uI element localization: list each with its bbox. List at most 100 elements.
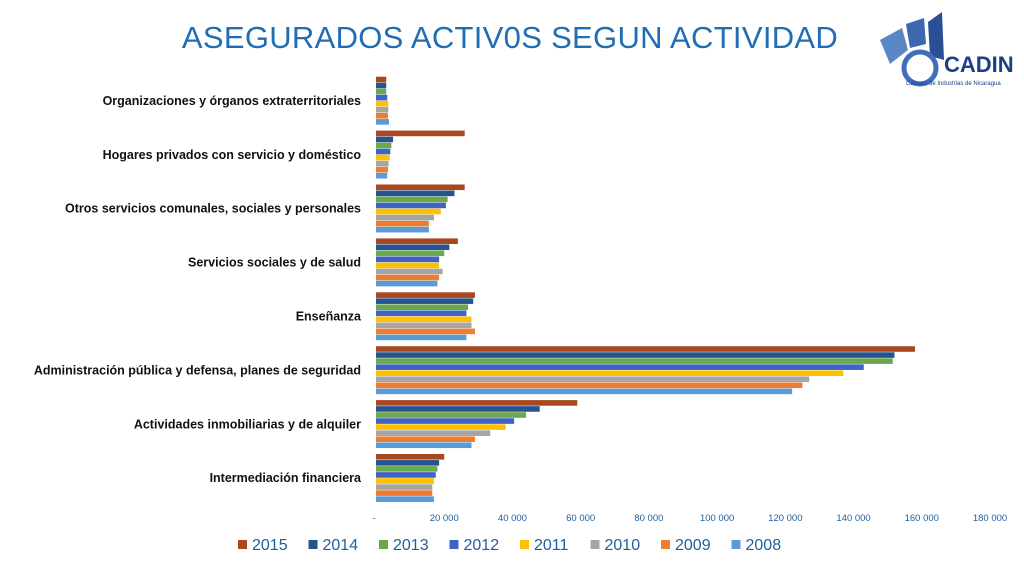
- x-tick-label: 160 000: [905, 513, 939, 524]
- bar: [376, 358, 893, 364]
- x-tick-label: 60 000: [566, 513, 595, 524]
- logo-gear-shape: [880, 28, 908, 64]
- bar: [376, 436, 475, 442]
- x-tick-label: 180 000: [973, 513, 1007, 524]
- chart-title: ASEGURADOS ACTIV0S SEGUN ACTIVIDAD: [181, 20, 839, 55]
- bar: [376, 100, 389, 107]
- legend-label: 2013: [393, 537, 429, 554]
- x-tick-label: 80 000: [634, 513, 663, 524]
- bar: [376, 460, 440, 466]
- bar: [376, 490, 433, 496]
- bar: [376, 352, 895, 358]
- category-label: Enseñanza: [296, 310, 362, 324]
- bar: [376, 382, 803, 389]
- x-tick-label: 100 000: [700, 513, 734, 524]
- cadin-logo: CADIN Cámara de Industrias de Nicaragua: [880, 12, 1014, 87]
- bar: [376, 154, 390, 161]
- bar: [376, 388, 793, 395]
- bar: [376, 256, 440, 263]
- bar: [376, 106, 389, 113]
- bar: [376, 226, 429, 233]
- bar: [376, 76, 387, 83]
- logo-gear-shape: [906, 18, 926, 48]
- bar: [376, 322, 472, 329]
- category-label: Hogares privados con servicio y doméstic…: [103, 148, 362, 162]
- legend-swatch: [379, 540, 388, 549]
- bar: [376, 160, 389, 167]
- logo-gear-circle: [901, 49, 939, 87]
- x-tick-label: 20 000: [430, 513, 459, 524]
- category-label: Servicios sociales y de salud: [188, 256, 361, 270]
- legend-label: 2012: [464, 537, 500, 554]
- bar: [376, 418, 515, 424]
- bar: [376, 148, 391, 155]
- bar: [376, 214, 434, 221]
- bar: [376, 244, 450, 251]
- category-label: Organizaciones y órganos extraterritoria…: [103, 94, 361, 108]
- legend-swatch: [661, 540, 670, 549]
- logo-name: CADIN: [944, 52, 1014, 77]
- bar: [376, 424, 506, 430]
- category-label: Actividades inmobiliarias y de alquiler: [134, 417, 361, 431]
- bar: [376, 238, 458, 244]
- category-label: Administración pública y defensa, planes…: [34, 363, 361, 377]
- bar: [376, 298, 474, 304]
- bar: [376, 119, 389, 125]
- legend-swatch: [238, 540, 247, 549]
- bar: [376, 94, 388, 101]
- bar: [376, 262, 440, 269]
- category-labels: Intermediación financiera Actividades inm…: [34, 94, 362, 485]
- bar: [376, 172, 388, 179]
- bar: [376, 406, 540, 412]
- bar: [376, 334, 467, 341]
- bar: [376, 268, 443, 275]
- bar: [376, 364, 864, 370]
- x-tick-label: 140 000: [836, 513, 870, 524]
- legend-label: 2009: [675, 537, 711, 554]
- legend-label: 2014: [323, 537, 359, 554]
- bar: [376, 316, 472, 323]
- x-tick-label: 40 000: [498, 513, 527, 524]
- bar: [376, 376, 810, 383]
- bar: [376, 142, 392, 149]
- x-tick-label: 120 000: [768, 513, 802, 524]
- bar: [376, 466, 438, 472]
- bar: [376, 472, 436, 478]
- bar: [376, 454, 445, 460]
- bar: [376, 430, 491, 436]
- bar: [376, 412, 527, 418]
- bar: [376, 113, 388, 119]
- bar: [376, 88, 387, 95]
- bar: [376, 196, 448, 203]
- bar: [376, 136, 394, 143]
- bar: [376, 496, 434, 502]
- legend-swatch: [590, 540, 600, 549]
- category-label: Otros servicios comunales, sociales y pe…: [65, 202, 361, 216]
- bar: [376, 166, 388, 173]
- bar: [376, 190, 455, 197]
- chart-legend: 2015 2014 2013 2012 2011 2010 2009 2008: [238, 537, 781, 554]
- bar: [376, 304, 469, 310]
- bar: [376, 250, 445, 257]
- logo-subtitle: Cámara de Industrias de Nicaragua: [906, 81, 1001, 87]
- bar: [376, 280, 438, 287]
- bar: [376, 400, 578, 406]
- bar: [376, 370, 844, 376]
- bar: [376, 184, 465, 191]
- bar: [376, 274, 440, 281]
- bar: [376, 292, 475, 298]
- x-axis-ticks: - 20 000 40 000 60 000 80 000 100 000 120 000 1…: [372, 513, 1007, 524]
- legend-label: 2011: [534, 537, 569, 554]
- legend-label: 2010: [605, 537, 641, 554]
- bar: [376, 130, 465, 137]
- bar: [376, 202, 446, 209]
- category-label: Intermediación financiera: [210, 471, 362, 485]
- legend-swatch: [308, 540, 318, 549]
- bar: [376, 478, 434, 484]
- bar: [376, 346, 915, 352]
- legend-swatch: [731, 540, 741, 549]
- bar: [376, 82, 387, 89]
- bar: [376, 442, 472, 449]
- bar: [376, 310, 467, 317]
